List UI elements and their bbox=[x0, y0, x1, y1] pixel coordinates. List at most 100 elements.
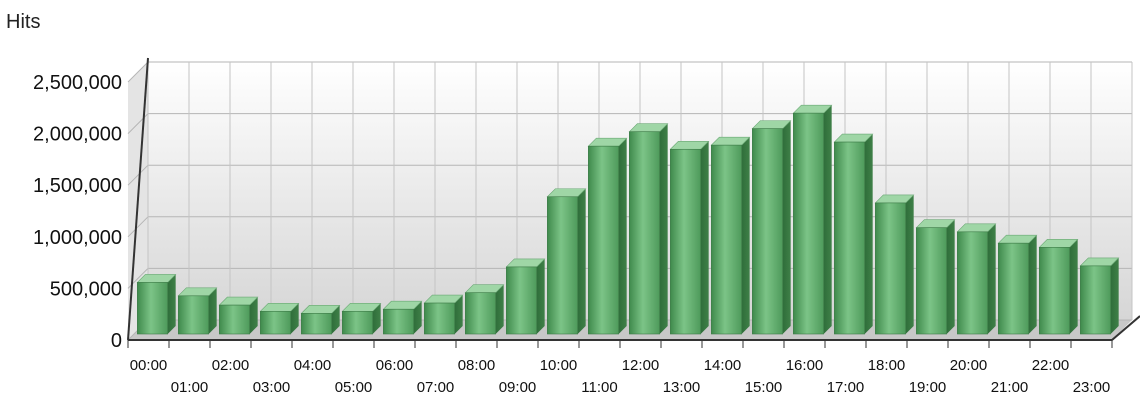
bar-side bbox=[782, 120, 791, 334]
bar-side bbox=[987, 223, 996, 334]
x-tick-label: 12:00 bbox=[622, 357, 660, 374]
bar-side bbox=[823, 105, 832, 334]
x-tick-label: 07:00 bbox=[417, 379, 455, 396]
gridline-depth bbox=[127, 61, 149, 83]
x-tick-label: 19:00 bbox=[909, 379, 947, 396]
y-axis-line bbox=[127, 57, 149, 341]
x-tick-label: 17:00 bbox=[827, 379, 865, 396]
bar bbox=[177, 287, 218, 335]
bar-side bbox=[454, 295, 463, 334]
bar-side bbox=[618, 138, 627, 334]
x-tick-label: 09:00 bbox=[499, 379, 537, 396]
bar-side bbox=[741, 137, 750, 334]
bar-side bbox=[495, 284, 504, 334]
bar-front bbox=[1080, 265, 1111, 335]
bar-side bbox=[1110, 257, 1119, 334]
bar-front bbox=[875, 202, 906, 335]
x-tick-label: 05:00 bbox=[335, 379, 373, 396]
bar-front bbox=[301, 313, 332, 335]
bar-front bbox=[670, 148, 701, 335]
axes bbox=[127, 57, 1140, 348]
bar-front bbox=[998, 242, 1029, 335]
bar bbox=[1079, 257, 1120, 335]
x-tick-label: 10:00 bbox=[540, 357, 578, 374]
gridline-depth bbox=[127, 164, 149, 186]
x-tick-label: 13:00 bbox=[663, 379, 701, 396]
bar-side bbox=[659, 123, 668, 334]
bar bbox=[874, 194, 915, 335]
bar bbox=[382, 300, 423, 335]
bar-side bbox=[1028, 235, 1037, 334]
bar-front bbox=[424, 302, 455, 335]
bar-side bbox=[208, 287, 217, 334]
bar-side bbox=[577, 188, 586, 334]
x-tick-label: 06:00 bbox=[376, 357, 414, 374]
y-tick-label: 1,500,000 bbox=[33, 175, 122, 197]
bar bbox=[136, 274, 177, 335]
bar-front bbox=[793, 112, 824, 335]
bar bbox=[464, 284, 505, 335]
bar-side bbox=[864, 134, 873, 334]
bar-front bbox=[260, 310, 291, 335]
bar-front bbox=[219, 304, 250, 335]
x-tick-label: 00:00 bbox=[130, 357, 168, 374]
bar bbox=[341, 302, 382, 335]
bar-front bbox=[629, 131, 660, 335]
bar-side bbox=[167, 274, 176, 334]
bar bbox=[423, 294, 464, 335]
bar bbox=[751, 120, 792, 335]
y-tick-label: 1,000,000 bbox=[33, 227, 122, 249]
bar bbox=[792, 104, 833, 335]
bar bbox=[915, 219, 956, 335]
x-tick-label: 03:00 bbox=[253, 379, 291, 396]
bar-front bbox=[588, 145, 619, 335]
bar-front bbox=[383, 308, 414, 335]
bar bbox=[628, 123, 669, 335]
y-tick-label: 0 bbox=[111, 330, 122, 352]
x-tick-label: 23:00 bbox=[1073, 379, 1111, 396]
bar bbox=[669, 140, 710, 335]
bar-side bbox=[372, 303, 381, 334]
bar-front bbox=[957, 231, 988, 335]
y-tick-label: 500,000 bbox=[50, 278, 122, 300]
bar-front bbox=[465, 292, 496, 335]
bar bbox=[833, 133, 874, 335]
x-tick-label: 15:00 bbox=[745, 379, 783, 396]
x-axis-depth-line bbox=[1111, 315, 1140, 341]
bar-side bbox=[536, 258, 545, 334]
x-tick-label: 02:00 bbox=[212, 357, 250, 374]
x-tick-label: 20:00 bbox=[950, 357, 988, 374]
y-tick-labels: 0 500,000 1,000,000 1,500,000 2,000,000 2,500… bbox=[33, 72, 122, 352]
bar bbox=[546, 188, 587, 335]
y-tick-label: 2,000,000 bbox=[33, 124, 122, 146]
bar bbox=[956, 223, 997, 335]
x-tick-label: 21:00 bbox=[991, 379, 1029, 396]
bar bbox=[259, 302, 300, 335]
bar bbox=[587, 137, 628, 335]
gridline-depth bbox=[127, 216, 149, 238]
bar-side bbox=[700, 141, 709, 334]
bar-front bbox=[342, 310, 373, 335]
x-tick-label: 01:00 bbox=[171, 379, 209, 396]
bar-front bbox=[506, 266, 537, 335]
bar-front bbox=[834, 141, 865, 335]
x-tick-label: 14:00 bbox=[704, 357, 742, 374]
bar bbox=[1038, 239, 1079, 335]
bar-side bbox=[290, 303, 299, 334]
bar-front bbox=[752, 128, 783, 335]
x-tick-label: 04:00 bbox=[294, 357, 332, 374]
bar bbox=[710, 136, 751, 335]
bar-side bbox=[413, 301, 422, 334]
bar bbox=[997, 234, 1038, 335]
x-tick-label: 16:00 bbox=[786, 357, 824, 374]
x-tick-label: 11:00 bbox=[581, 379, 617, 396]
bar-side bbox=[905, 194, 914, 334]
bar-front bbox=[711, 144, 742, 335]
bar-side bbox=[1069, 239, 1078, 334]
bar-front bbox=[547, 196, 578, 335]
bar-front bbox=[916, 227, 947, 335]
y-axis-label: Hits bbox=[6, 11, 40, 33]
y-tick-label: 2,500,000 bbox=[33, 72, 122, 94]
x-tick-label: 18:00 bbox=[868, 357, 906, 374]
